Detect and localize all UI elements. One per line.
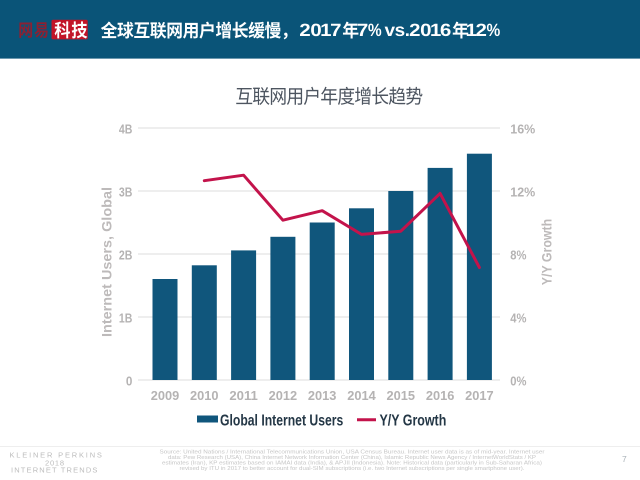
svg-text:7: 7 (622, 454, 627, 464)
svg-text:8%: 8% (510, 249, 526, 263)
svg-text:2018: 2018 (45, 458, 64, 467)
svg-text:revised by ITU in 2017 to bett: revised by ITU in 2017 to better account… (180, 466, 525, 472)
svg-text:2010: 2010 (190, 389, 219, 403)
svg-text:1B: 1B (119, 312, 133, 326)
svg-text:3B: 3B (119, 186, 133, 200)
svg-text:Y/Y Growth: Y/Y Growth (540, 219, 555, 286)
svg-text:2B: 2B (119, 249, 133, 263)
svg-text:0: 0 (126, 375, 133, 389)
svg-text:Source: United Nations / Inter: Source: United Nations / International T… (160, 450, 545, 456)
svg-text:data: Pew Research (USA), Chin: data: Pew Research (USA), China Internet… (168, 455, 536, 461)
svg-text:Global Internet Users: Global Internet Users (220, 413, 343, 430)
svg-text:4%: 4% (510, 312, 526, 326)
svg-text:Y/Y Growth: Y/Y Growth (380, 413, 447, 430)
svg-text:12%: 12% (510, 186, 535, 200)
svg-text:4B: 4B (119, 123, 133, 137)
svg-text:2009: 2009 (151, 389, 180, 403)
svg-text:2013: 2013 (308, 389, 337, 403)
svg-text:2011: 2011 (229, 389, 258, 403)
svg-text:2017: 2017 (465, 389, 494, 403)
svg-text:16%: 16% (510, 123, 535, 137)
svg-text:KLEINER PERKINS: KLEINER PERKINS (9, 451, 101, 460)
svg-text:Internet Users, Global: Internet Users, Global (100, 187, 115, 337)
svg-text:2012: 2012 (269, 389, 298, 403)
svg-text:0%: 0% (510, 375, 526, 389)
svg-text:2015: 2015 (387, 389, 416, 403)
svg-text:INTERNET TRENDS: INTERNET TRENDS (11, 466, 97, 475)
svg-text:2014: 2014 (347, 389, 376, 403)
svg-text:2016: 2016 (426, 389, 455, 403)
svg-text:estimates (Iran), KP estimates: estimates (Iran), KP estimates based on … (162, 461, 542, 467)
